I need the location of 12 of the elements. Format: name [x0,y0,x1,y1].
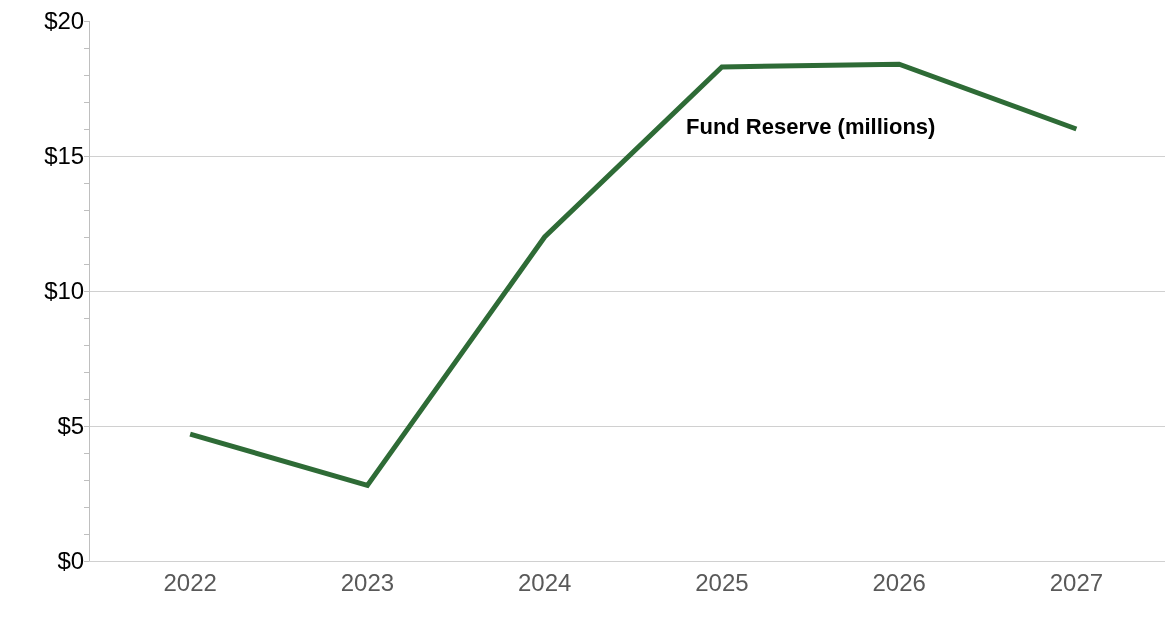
x-tick-label: 2027 [1049,568,1104,596]
x-tick-label: 2026 [872,568,926,596]
y-tick-label: $5 [57,412,85,440]
series-label: Fund Reserve (millions) [686,114,936,139]
y-tick-label: $0 [57,547,85,575]
x-tick-label: 2025 [695,568,749,596]
x-tick-label: 2024 [517,568,572,596]
y-tick-label: $15 [44,142,85,170]
y-tick-label: $20 [44,7,85,35]
y-tick-label: $10 [44,277,85,305]
x-tick-label: 2022 [163,568,217,596]
x-tick-label: 2023 [340,568,395,596]
